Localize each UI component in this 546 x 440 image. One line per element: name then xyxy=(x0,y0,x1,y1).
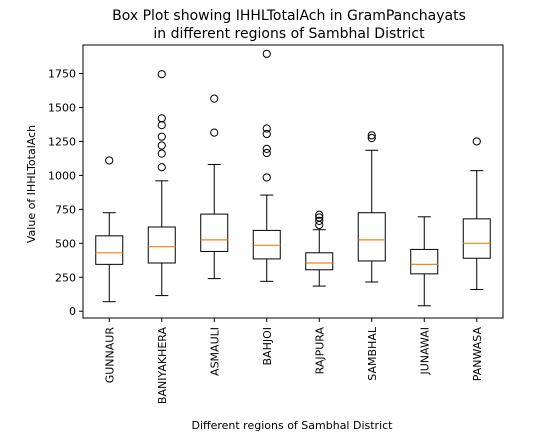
outlier-point xyxy=(105,156,114,165)
outlier-point xyxy=(157,163,166,172)
x-tick-label: JUNAWAI xyxy=(418,327,431,376)
box-rajpura xyxy=(305,252,334,271)
outlier-point xyxy=(157,141,166,150)
box-junawai xyxy=(410,248,439,275)
chart-title-line-2: in different regions of Sambhal District xyxy=(153,26,425,42)
x-axis-label: Different regions of Sambhal District xyxy=(191,419,393,432)
outlier-point xyxy=(210,128,219,137)
box-gunnaur xyxy=(95,235,124,265)
plot-frame xyxy=(82,44,504,319)
x-tick-label: BANIYAKHERA xyxy=(156,327,169,405)
outlier-point xyxy=(262,173,271,182)
box-bahjoi xyxy=(252,229,281,260)
x-tick-label: RAJPURA xyxy=(313,327,326,375)
outlier-point xyxy=(262,124,271,133)
outlier-point xyxy=(157,121,166,130)
y-tick-label: 1750 xyxy=(48,68,76,81)
outlier-point xyxy=(157,149,166,158)
box-panwasa xyxy=(462,218,491,259)
y-tick-label: 1500 xyxy=(48,101,76,114)
x-tick-label: BAHJOI xyxy=(261,327,274,366)
outlier-point xyxy=(367,131,376,140)
box-baniyakhera xyxy=(147,226,176,264)
plot-area: 0 250 500 750 1000 1250 1500 1750 GUNNAUR BANIYAK… xyxy=(48,44,504,405)
outlier-point xyxy=(315,213,324,222)
outlier-point xyxy=(315,216,324,225)
outlier-point xyxy=(315,210,324,219)
outlier-point xyxy=(210,94,219,103)
y-tick-label: 1000 xyxy=(48,169,76,182)
y-tick-label: 1250 xyxy=(48,135,76,148)
box-asmauli xyxy=(200,213,229,252)
x-tick-label: GUNNAUR xyxy=(103,327,116,384)
y-tick-label: 750 xyxy=(55,203,76,216)
box-sambhal xyxy=(357,212,386,262)
y-tick-label: 500 xyxy=(55,237,76,250)
outlier-point xyxy=(157,70,166,79)
outlier-point xyxy=(367,133,376,143)
outlier-point xyxy=(262,129,271,139)
outlier-point xyxy=(262,148,271,158)
x-tick-label: SAMBHAL xyxy=(366,326,379,381)
y-axis-label: Value of IHHLTotalAch xyxy=(25,125,38,243)
x-tick-label: ASMAULI xyxy=(208,327,221,376)
outlier-point xyxy=(262,144,271,154)
y-tick-label: 0 xyxy=(69,305,76,318)
outlier-point xyxy=(262,49,271,58)
outlier-point xyxy=(472,137,481,146)
outlier-point xyxy=(157,132,166,141)
chart-title-line-1: Box Plot showing IHHLTotalAch in GramPan… xyxy=(112,8,466,24)
x-tick-label: PANWASA xyxy=(471,327,484,382)
y-tick-label: 250 xyxy=(55,271,76,284)
outlier-point xyxy=(157,114,166,123)
